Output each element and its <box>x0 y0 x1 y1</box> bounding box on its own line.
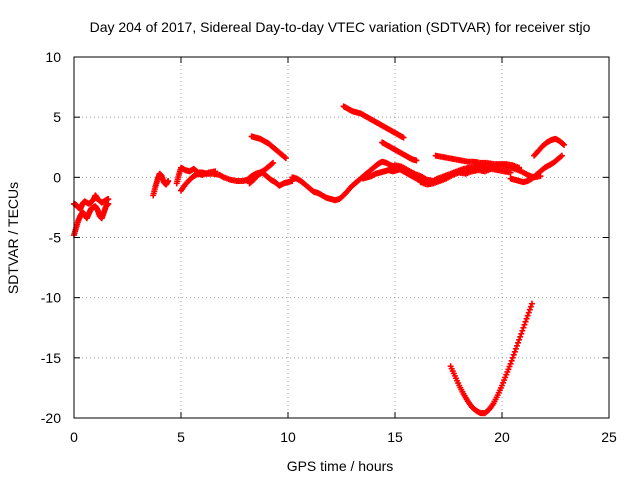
x-tick-label: 25 <box>601 429 617 445</box>
chart-title: Day 204 of 2017, Sidereal Day-to-day VTE… <box>90 19 591 35</box>
data-point <box>400 134 407 141</box>
data-point <box>559 140 566 147</box>
data-point <box>516 164 523 171</box>
data-point <box>522 318 529 325</box>
data-point <box>526 306 533 313</box>
y-tick-label: 5 <box>53 109 61 125</box>
y-tick-label: -15 <box>41 350 61 366</box>
x-tick-label: 0 <box>70 429 78 445</box>
data-point <box>523 315 530 322</box>
x-tick-label: 10 <box>280 429 296 445</box>
data-point <box>519 327 526 334</box>
y-tick-label: -20 <box>41 410 61 426</box>
data-point <box>561 141 568 148</box>
data-point <box>413 157 420 164</box>
data-point <box>516 336 523 343</box>
y-tick-labels: -20 -15 -10 -5 0 5 10 <box>41 49 61 426</box>
x-tick-label: 20 <box>494 429 510 445</box>
x-axis-label: GPS time / hours <box>287 458 394 474</box>
data-point <box>281 154 288 161</box>
data-point <box>515 339 522 346</box>
data-point <box>165 177 172 184</box>
data-points <box>71 103 568 417</box>
data-point <box>527 303 534 310</box>
data-point <box>509 354 516 361</box>
y-tick-label: -10 <box>41 290 61 306</box>
y-tick-label: 0 <box>53 169 61 185</box>
data-point <box>507 360 514 367</box>
data-point <box>517 333 524 340</box>
data-point <box>513 342 520 349</box>
data-point <box>521 321 528 328</box>
y-tick-label: -5 <box>49 230 62 246</box>
data-point <box>510 351 517 358</box>
data-point <box>508 357 515 364</box>
data-point <box>528 300 535 307</box>
x-tick-labels: 0 5 10 15 20 25 <box>70 429 617 445</box>
data-point <box>270 159 277 166</box>
data-point <box>507 169 514 176</box>
y-axis-label: SDTVAR / TECUs <box>5 182 21 294</box>
x-tick-label: 5 <box>177 429 185 445</box>
data-point <box>282 155 289 162</box>
data-point <box>518 330 525 337</box>
data-point <box>558 152 565 159</box>
grid-lines <box>74 57 609 418</box>
data-point <box>105 195 112 202</box>
y-tick-label: 10 <box>45 49 61 65</box>
data-point <box>525 309 532 316</box>
x-tick-label: 15 <box>387 429 403 445</box>
tick-marks <box>73 56 610 419</box>
data-point <box>268 160 275 167</box>
data-point <box>511 348 518 355</box>
data-point <box>557 153 564 160</box>
data-point <box>520 324 527 331</box>
data-point <box>512 345 519 352</box>
data-point <box>212 168 219 175</box>
data-point <box>524 312 531 319</box>
